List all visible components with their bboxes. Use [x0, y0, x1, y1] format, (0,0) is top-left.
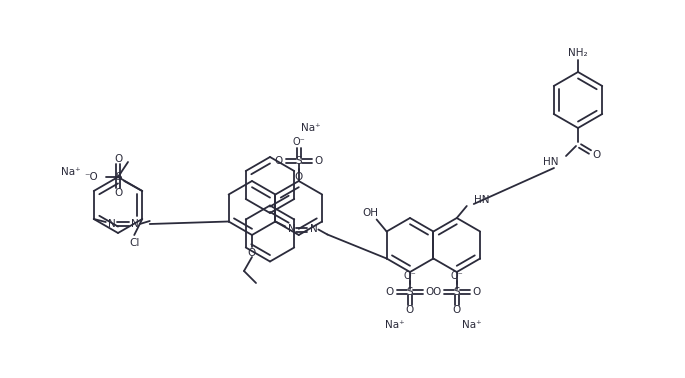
- Text: Na⁺: Na⁺: [61, 167, 80, 177]
- Text: N: N: [288, 225, 295, 234]
- Text: N: N: [310, 225, 317, 234]
- Text: O: O: [433, 287, 441, 297]
- Text: S: S: [453, 287, 460, 297]
- Text: N: N: [131, 219, 138, 229]
- Text: O⁻: O⁻: [403, 271, 416, 281]
- Text: Cl: Cl: [129, 238, 140, 248]
- Text: O: O: [406, 305, 414, 315]
- Text: O: O: [453, 305, 461, 315]
- Text: O: O: [426, 287, 434, 297]
- Text: HN: HN: [474, 195, 489, 205]
- Text: O: O: [593, 150, 601, 160]
- Text: Na⁺: Na⁺: [462, 320, 482, 330]
- Text: Na⁺: Na⁺: [301, 123, 321, 133]
- Text: O: O: [275, 156, 283, 166]
- Text: O: O: [386, 287, 394, 297]
- Text: ⁻O: ⁻O: [84, 172, 98, 182]
- Text: S: S: [407, 287, 413, 297]
- Text: O: O: [473, 287, 481, 297]
- Text: O: O: [248, 248, 256, 258]
- Text: O: O: [314, 156, 323, 166]
- Text: S: S: [295, 156, 302, 166]
- Text: O: O: [114, 154, 123, 164]
- Text: OH: OH: [362, 209, 379, 218]
- Text: O⁻: O⁻: [292, 137, 305, 147]
- Text: O⁻: O⁻: [451, 271, 463, 281]
- Text: NH₂: NH₂: [568, 48, 588, 58]
- Text: HN: HN: [543, 157, 559, 167]
- Text: N: N: [108, 219, 116, 229]
- Text: O: O: [295, 172, 303, 182]
- Text: Na⁺: Na⁺: [386, 320, 405, 330]
- Text: O: O: [114, 188, 123, 198]
- Text: S: S: [115, 172, 121, 182]
